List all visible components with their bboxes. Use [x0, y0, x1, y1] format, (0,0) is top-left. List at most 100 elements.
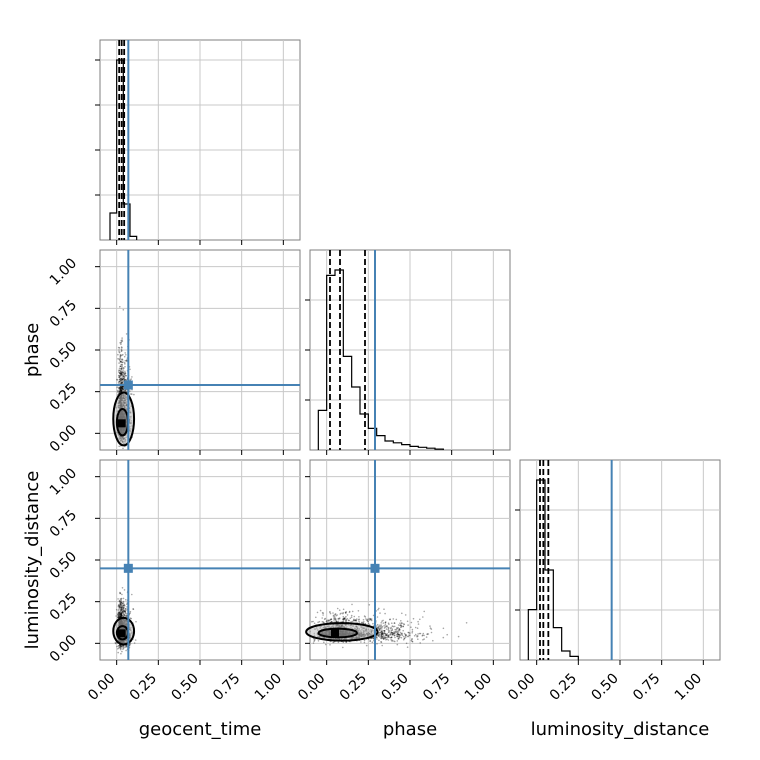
sample-point [121, 382, 124, 384]
sample-point [118, 611, 121, 614]
sample-point [120, 612, 123, 615]
sample-point [119, 306, 121, 308]
sample-point [319, 609, 322, 612]
sample-point [121, 346, 123, 349]
sample-point [119, 361, 122, 363]
sample-point [121, 376, 124, 378]
sample-point [407, 624, 409, 626]
sample-point [118, 611, 121, 613]
y-tick-label: 0.50 [47, 339, 80, 372]
sample-point [119, 600, 122, 603]
sample-point [120, 379, 123, 382]
sample-point [119, 372, 122, 375]
sample-point [120, 390, 123, 392]
sample-point [316, 611, 319, 614]
sample-point [120, 613, 123, 615]
sample-point [396, 627, 398, 629]
sample-point [383, 627, 386, 629]
sample-point [422, 616, 424, 618]
sample-point [125, 374, 127, 377]
sample-point [120, 377, 123, 380]
sample-point [465, 622, 468, 624]
sample-point [115, 608, 118, 611]
sample-point [442, 627, 445, 630]
sample-point [118, 387, 121, 390]
sample-point [429, 627, 432, 629]
sample-point [367, 620, 370, 623]
sample-point [121, 602, 124, 605]
sample-point [119, 365, 122, 368]
sample-point [119, 616, 122, 618]
sample-point [120, 614, 123, 616]
sample-point [118, 600, 121, 602]
sample-point [125, 645, 128, 647]
sample-point [119, 612, 122, 614]
sample-point [317, 640, 320, 642]
sample-point [346, 614, 349, 616]
sample-point [119, 615, 122, 618]
sample-point [123, 603, 125, 606]
sample-point [118, 379, 120, 381]
sample-point [131, 593, 133, 596]
sample-point [122, 610, 125, 613]
y-tick-label: 1.00 [47, 255, 80, 288]
sample-point [414, 626, 417, 629]
sample-point [120, 606, 122, 609]
sample-point [119, 607, 121, 609]
scatter-phase-vs-luminosity-distance-density-peak [331, 629, 339, 638]
sample-point [125, 599, 127, 601]
sample-point [124, 360, 126, 362]
sample-point [124, 612, 127, 614]
sample-point [118, 380, 121, 383]
sample-point [121, 379, 123, 382]
sample-point [123, 355, 126, 358]
sample-point [117, 598, 119, 600]
sample-point [315, 616, 317, 619]
sample-point [368, 619, 371, 621]
sample-point [120, 387, 122, 389]
sample-point [118, 376, 121, 378]
sample-point [121, 388, 124, 390]
sample-point [412, 617, 415, 620]
sample-point [121, 340, 124, 343]
sample-point [120, 646, 122, 648]
y-axis-label-phase: phase [22, 323, 43, 377]
sample-point [120, 609, 122, 611]
sample-point [125, 333, 128, 335]
sample-point [457, 635, 460, 638]
sample-point [120, 368, 122, 370]
scatter-geocent-time-vs-phase-density-peak [117, 419, 126, 428]
sample-point [118, 390, 120, 393]
sample-point [120, 609, 123, 611]
sample-point [117, 645, 120, 647]
sample-point [389, 618, 391, 620]
sample-point [120, 389, 122, 391]
sample-point [381, 644, 384, 647]
sample-point [383, 632, 386, 635]
sample-point [118, 445, 120, 448]
sample-point [119, 389, 121, 391]
y-tick-label: 0.25 [47, 380, 80, 413]
sample-point [387, 626, 390, 629]
sample-point [380, 622, 383, 624]
sample-point [118, 606, 121, 608]
sample-point [324, 643, 327, 646]
sample-point [122, 604, 124, 607]
sample-point [384, 612, 386, 615]
sample-point [401, 612, 403, 615]
x-tick-label: 0.75 [420, 670, 453, 703]
sample-point [119, 592, 121, 595]
sample-point [383, 625, 385, 627]
sample-point [119, 647, 122, 649]
sample-point [335, 614, 337, 617]
sample-point [118, 372, 121, 375]
sample-point [125, 360, 128, 363]
hist-luminosity-distance-step [527, 479, 579, 660]
sample-point [117, 616, 120, 618]
sample-point [119, 612, 121, 615]
sample-point [121, 361, 124, 364]
sample-point [121, 387, 124, 390]
sample-point [120, 606, 122, 609]
sample-point [376, 638, 378, 640]
sample-point [120, 365, 122, 368]
